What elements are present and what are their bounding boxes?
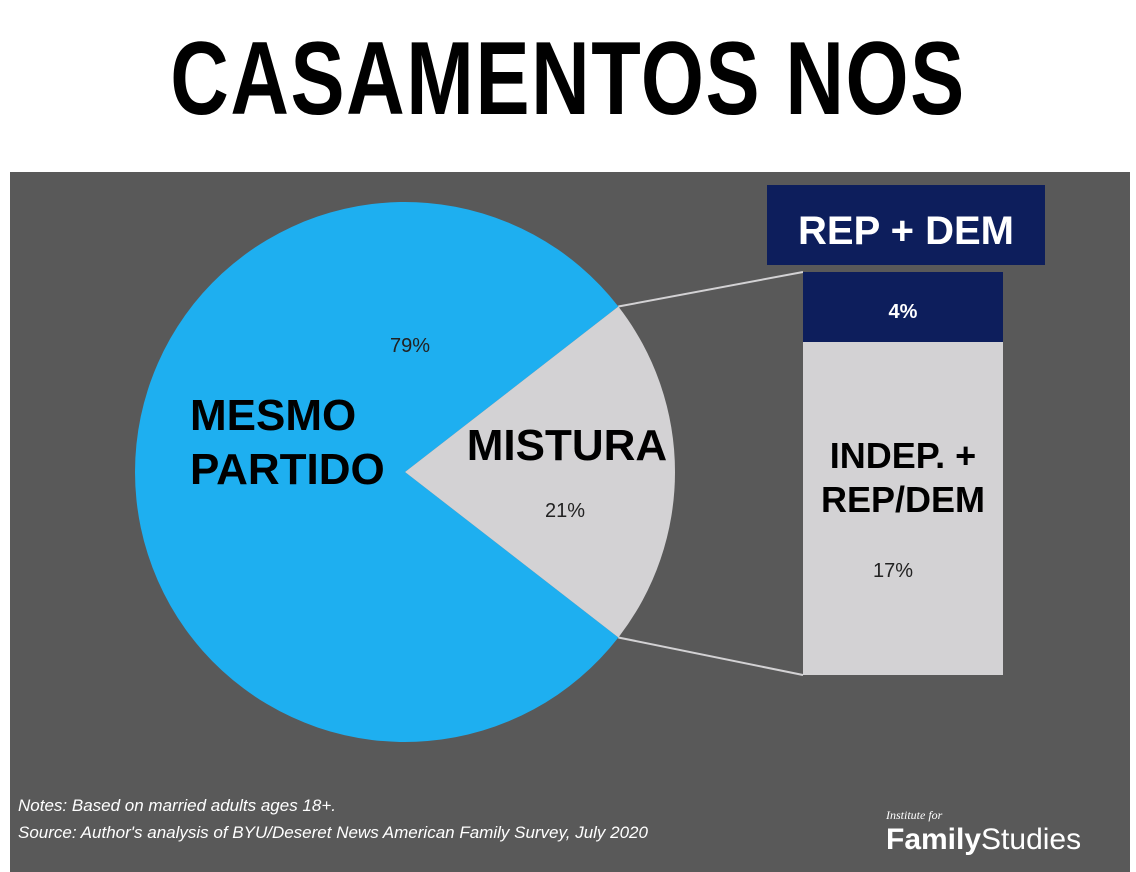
indep-label-line1: INDEP. + xyxy=(830,435,976,476)
same-party-value-label: 79% xyxy=(390,335,430,357)
notes-line: Notes: Based on married adults ages 18+. xyxy=(18,796,336,815)
pie-slice-same-party xyxy=(135,201,619,742)
bar-segment-indep xyxy=(803,342,1003,675)
indep-label-line2: REP/DEM xyxy=(821,479,985,520)
chart-panel: REP + DEM 4% INDEP. + REP/DEM 17% MESMO PARTID… xyxy=(10,172,1130,872)
same-party-label-line1: MESMO xyxy=(190,391,356,440)
mixed-label: MISTURA xyxy=(467,421,667,470)
connector-line-top xyxy=(618,271,804,308)
logo-main-text: FamilyStudies xyxy=(886,823,1081,857)
mixed-value-label: 21% xyxy=(545,500,585,522)
rep-dem-title-box xyxy=(767,185,1045,265)
bar-segment-rep-dem xyxy=(803,272,1003,342)
connector-line-bottom xyxy=(618,636,804,676)
rep-dem-value-label: 4% xyxy=(889,301,918,323)
same-party-label-line2: PARTIDO xyxy=(190,445,385,494)
logo-regular-text: Studies xyxy=(981,823,1082,856)
logo-small-text: Institute for xyxy=(886,808,943,822)
source-line: Source: Author's analysis of BYU/Deseret… xyxy=(18,823,648,842)
indep-value-label: 17% xyxy=(873,560,913,582)
pie-chart: REP + DEM 4% INDEP. +REP/DEM 17% MESMO PARTID… xyxy=(135,185,1045,742)
chart-notes: Notes: Based on married adults ages 18+.… xyxy=(18,792,868,846)
rep-dem-title: REP + DEM xyxy=(798,209,1014,253)
ifs-logo: Institute for FamilyStudies xyxy=(886,808,1081,857)
logo-bold-text: Family xyxy=(886,823,982,856)
pie-slice-mixed xyxy=(405,306,676,638)
